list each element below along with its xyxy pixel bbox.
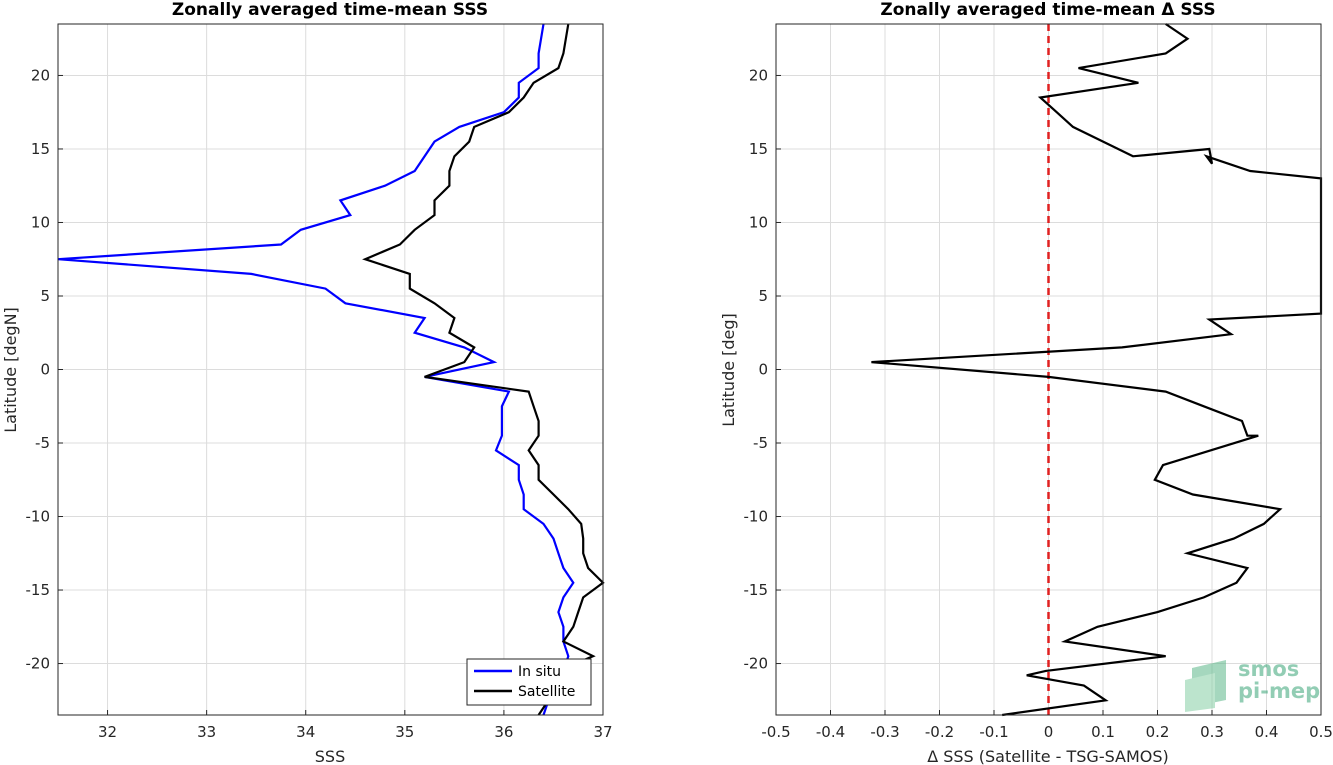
left-tick-labels: 32 33 34 35 36 37 -20 -15 -10 -5 0 5 10 15 20	[26, 66, 613, 741]
y-tick-label: 20	[31, 66, 50, 84]
left-grid	[58, 24, 604, 715]
y-tick-label: 15	[31, 140, 50, 158]
x-tick-label: -0.3	[870, 723, 899, 741]
legend-satellite-label: Satellite	[518, 684, 575, 700]
in-situ-series-line	[57, 23, 575, 716]
left-x-axis-label: SSS	[315, 747, 345, 765]
x-tick-label: 34	[296, 723, 315, 741]
left-panel: Zonally averaged time-mean SSS 32 33 34 35 3…	[1, 0, 613, 765]
x-tick-label: -0.4	[816, 723, 845, 741]
x-tick-label: 33	[197, 723, 216, 741]
y-tick-label: -20	[744, 655, 769, 673]
logo-text-smos: smos	[1238, 657, 1299, 681]
y-tick-label: -5	[35, 434, 50, 452]
x-tick-label: -0.1	[979, 723, 1008, 741]
right-axes-box	[775, 23, 1322, 716]
right-y-axis-label: Latitude [deg]	[719, 313, 738, 427]
y-tick-label: 10	[31, 213, 50, 231]
x-tick-label: 0.3	[1200, 723, 1224, 741]
x-tick-label: -0.5	[761, 723, 790, 741]
right-tick-labels: -0.5 -0.4 -0.3 -0.2 -0.1 0 0.1 0.2 0.3 0.4 0.5 -20 -…	[744, 66, 1333, 741]
right-grid	[775, 24, 1322, 715]
x-tick-label: 37	[593, 723, 612, 741]
legend-in-situ-label: In situ	[518, 664, 561, 680]
x-tick-label: 0	[1044, 723, 1054, 741]
logo-text-pi-mep: pi-mep	[1238, 679, 1320, 703]
left-chart-title: Zonally averaged time-mean SSS	[172, 0, 488, 20]
delta-sss-series-line	[871, 23, 1323, 717]
right-chart-title: Zonally averaged time-mean Δ SSS	[880, 0, 1215, 20]
x-tick-label: 36	[494, 723, 513, 741]
x-tick-label: 0.1	[1091, 723, 1115, 741]
y-tick-label: 0	[40, 361, 50, 379]
y-tick-label: 0	[758, 361, 768, 379]
y-tick-label: -10	[744, 508, 769, 526]
right-series-group	[871, 23, 1323, 717]
y-tick-label: -5	[753, 434, 768, 452]
x-tick-label: 35	[395, 723, 414, 741]
smos-pi-mep-logo: smos pi-mep	[1185, 657, 1320, 712]
right-x-axis-label: Δ SSS (Satellite - TSG-SAMOS)	[927, 747, 1169, 765]
x-tick-label: 0.5	[1309, 723, 1333, 741]
x-tick-label: 32	[98, 723, 117, 741]
x-tick-label: 0.2	[1146, 723, 1170, 741]
x-tick-label: 0.4	[1255, 723, 1279, 741]
y-tick-label: -20	[26, 655, 51, 673]
y-tick-label: 5	[40, 287, 50, 305]
y-tick-label: -10	[26, 508, 51, 526]
y-tick-label: 10	[749, 213, 768, 231]
y-tick-label: 15	[749, 140, 768, 158]
x-tick-label: -0.2	[925, 723, 954, 741]
left-y-axis-label: Latitude [degN]	[1, 307, 20, 433]
y-tick-label: 5	[758, 287, 768, 305]
left-series-group	[57, 23, 605, 716]
legend: In situ Satellite	[466, 658, 592, 706]
left-axes-box	[57, 23, 604, 716]
y-tick-label: 20	[749, 66, 768, 84]
legend-box	[466, 658, 592, 706]
y-tick-label: -15	[744, 581, 769, 599]
satellite-series-line	[362, 23, 605, 716]
y-tick-label: -15	[26, 581, 51, 599]
right-panel: Zonally averaged time-mean Δ SSS -0.5 -0.…	[719, 0, 1333, 765]
